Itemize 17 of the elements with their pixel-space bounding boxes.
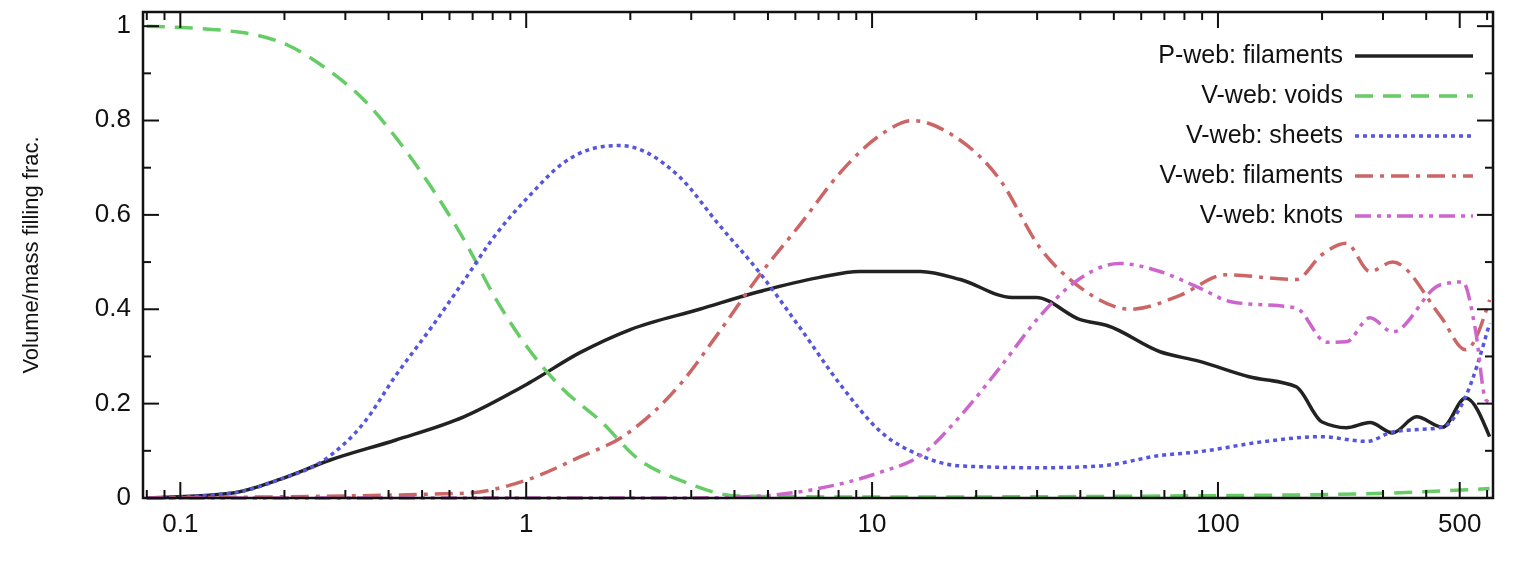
x-tick-label: 0.1: [162, 508, 199, 538]
legend-label: V-web: knots: [1199, 199, 1343, 228]
y-tick-label: 0.4: [94, 292, 131, 323]
y-tick-label: 0: [116, 480, 131, 511]
legend-label: V-web: sheets: [1185, 119, 1343, 148]
x-tick-label: 100: [1196, 508, 1240, 538]
legend-label: P-web: filaments: [1158, 39, 1343, 68]
y-tick-label: 0.2: [94, 386, 131, 417]
x-tick-label: 1: [518, 508, 534, 538]
legend-label: V-web: voids: [1201, 79, 1343, 108]
y-tick-label: 0.6: [94, 197, 131, 228]
x-tick-label: 10: [857, 508, 887, 538]
y-tick-label: 0.8: [94, 103, 131, 134]
y-axis-title: Volume/mass filling frac.: [18, 136, 43, 374]
y-tick-label: 1: [116, 9, 131, 40]
x-tick-label: 500: [1438, 508, 1482, 538]
legend-label: V-web: filaments: [1159, 159, 1343, 188]
